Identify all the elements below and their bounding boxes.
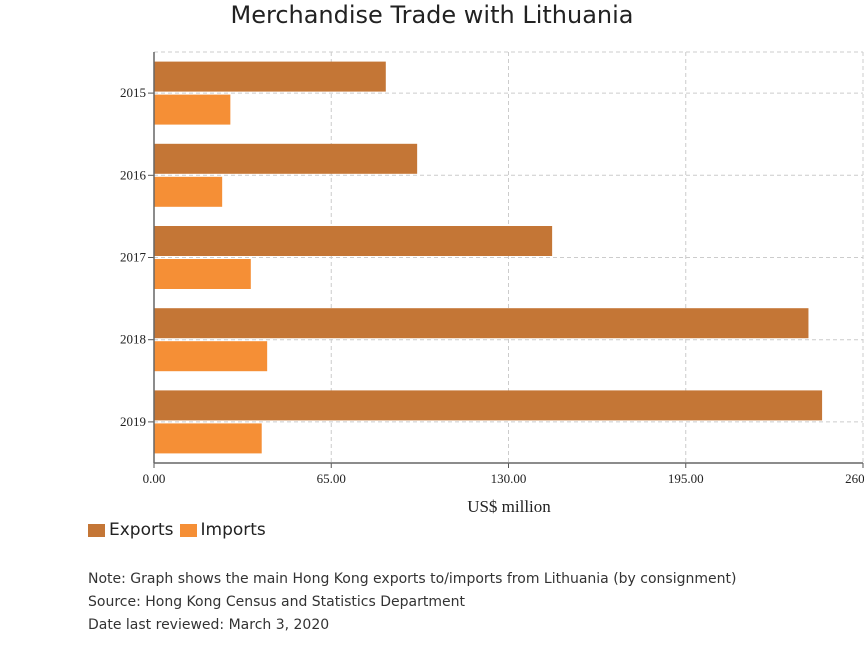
x-axis-title: US$ million <box>467 497 551 516</box>
bar-imports-2016 <box>154 176 223 207</box>
y-tick-label: 2019 <box>120 414 146 429</box>
y-tick-label: 2015 <box>120 85 146 100</box>
x-tick-label: 260.00 <box>845 471 864 486</box>
legend-swatch-imports <box>179 523 197 537</box>
chart-title: Merchandise Trade with Lithuania <box>230 1 634 29</box>
y-tick-label: 2017 <box>120 250 147 265</box>
legend-label-exports: Exports <box>109 520 174 540</box>
bar-imports-2015 <box>154 94 231 125</box>
grid-lines <box>154 51 864 463</box>
axes: 0.00 65.00 130.00 195.00 260.00 2015 2016 2017 2… <box>120 52 864 486</box>
bar-exports-2018 <box>154 308 809 339</box>
legend-swatch-exports <box>88 523 105 537</box>
bar-imports-2019 <box>154 423 262 454</box>
bar-chart: 0.00 65.00 130.00 195.00 260.00 2015 2016 2017 2… <box>120 51 864 516</box>
bar-exports-2017 <box>154 226 553 256</box>
legend-label-imports: Imports <box>200 520 266 540</box>
legend: Exports Imports <box>88 520 272 540</box>
bar-exports-2016 <box>154 143 418 174</box>
x-tick-label: 130.00 <box>491 471 527 486</box>
bar-exports-2015 <box>154 61 386 92</box>
x-tick-label: 0.00 <box>143 471 166 486</box>
footnotes: Note: Graph shows the main Hong Kong exp… <box>88 568 736 637</box>
x-tick-label: 65.00 <box>317 471 346 486</box>
bar-exports-2019 <box>154 390 823 421</box>
bars <box>154 61 823 454</box>
legend-item-imports[interactable]: Imports <box>179 520 266 540</box>
source-text: Source: Hong Kong Census and Statistics … <box>88 594 465 610</box>
y-tick-label: 2016 <box>120 167 147 182</box>
bar-imports-2018 <box>154 341 268 372</box>
legend-item-exports[interactable]: Exports <box>88 520 174 540</box>
y-tick-label: 2018 <box>120 332 146 347</box>
note-text: Note: Graph shows the main Hong Kong exp… <box>88 571 737 587</box>
x-tick-label: 195.00 <box>668 471 704 486</box>
reviewed-date: Date last reviewed: March 3, 2020 <box>88 617 330 633</box>
bar-imports-2017 <box>154 259 251 289</box>
